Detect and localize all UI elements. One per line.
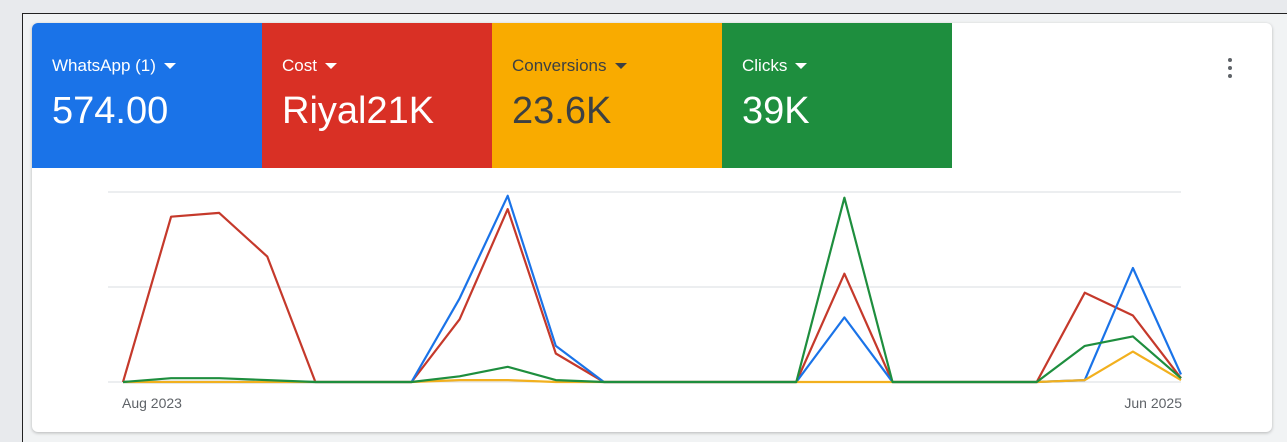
metric-name[interactable]: WhatsApp (1) <box>52 56 242 76</box>
series-line <box>122 196 1182 384</box>
metric-tile[interactable]: Cost Riyal21K <box>262 23 492 168</box>
metric-value: 574.00 <box>52 90 169 132</box>
metric-name[interactable]: Cost <box>282 56 472 76</box>
metric-tile[interactable]: Conversions 23.6K <box>492 23 722 168</box>
metric-name[interactable]: Conversions <box>512 56 702 76</box>
more-menu[interactable] <box>1228 58 1232 82</box>
series-line <box>123 350 1182 384</box>
metric-name[interactable]: Clicks <box>742 56 932 76</box>
metric-value: 39K <box>742 90 810 132</box>
scorecard-chart: WhatsApp (1) 574.00 Cost Riyal21K Conversion… <box>32 23 1272 432</box>
x-tick-label: Jun 2025 <box>1124 395 1182 411</box>
series-line <box>123 194 1183 384</box>
series-line <box>121 208 1182 384</box>
x-tick-label: Aug 2023 <box>122 395 182 411</box>
metric-tile[interactable]: Clicks 39K <box>722 23 952 168</box>
metric-value: Riyal21K <box>282 90 435 132</box>
metric-value: 23.6K <box>512 90 612 132</box>
metric-tile[interactable]: WhatsApp (1) 574.00 <box>32 23 262 168</box>
